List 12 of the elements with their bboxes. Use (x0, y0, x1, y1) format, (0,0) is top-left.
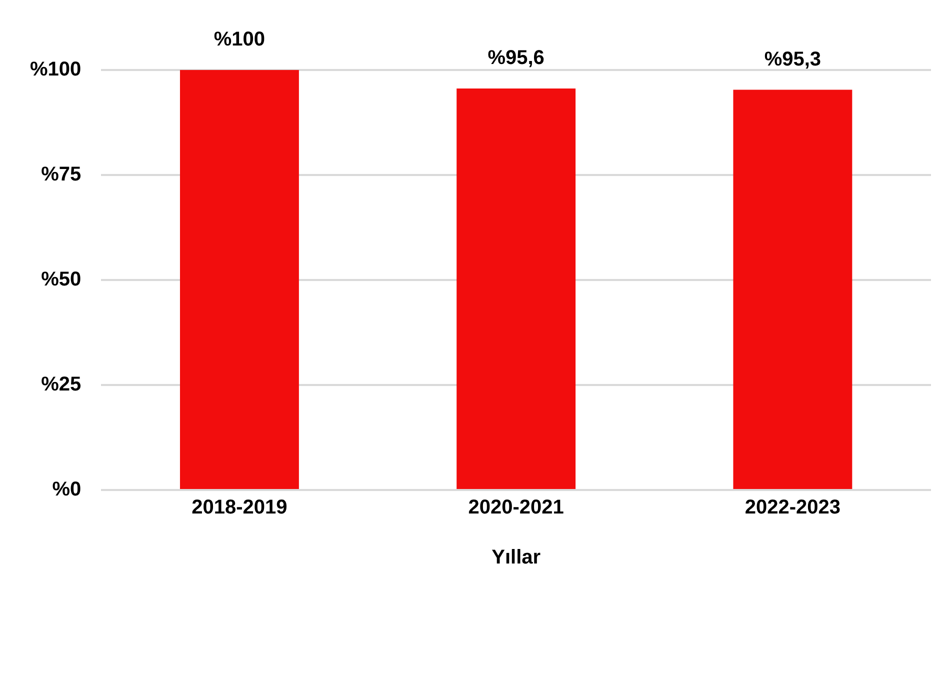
y-tick-label: %100 (30, 58, 82, 81)
y-tick-label: %75 (41, 164, 82, 186)
y-tick-label: %0 (52, 478, 82, 501)
data-label: %95,6 (488, 46, 544, 69)
data-label: %95,3 (764, 48, 822, 70)
x-axis-title: Yıllar (492, 546, 541, 569)
x-tick-label: 2020-2021 (468, 496, 564, 519)
x-tick-label: 2018-2019 (192, 496, 288, 519)
data-label: %100 (214, 28, 266, 51)
y-tick-label: %25 (41, 374, 82, 396)
y-tick-label: %50 (41, 268, 82, 291)
x-tick-label: 2022-2023 (744, 496, 841, 519)
